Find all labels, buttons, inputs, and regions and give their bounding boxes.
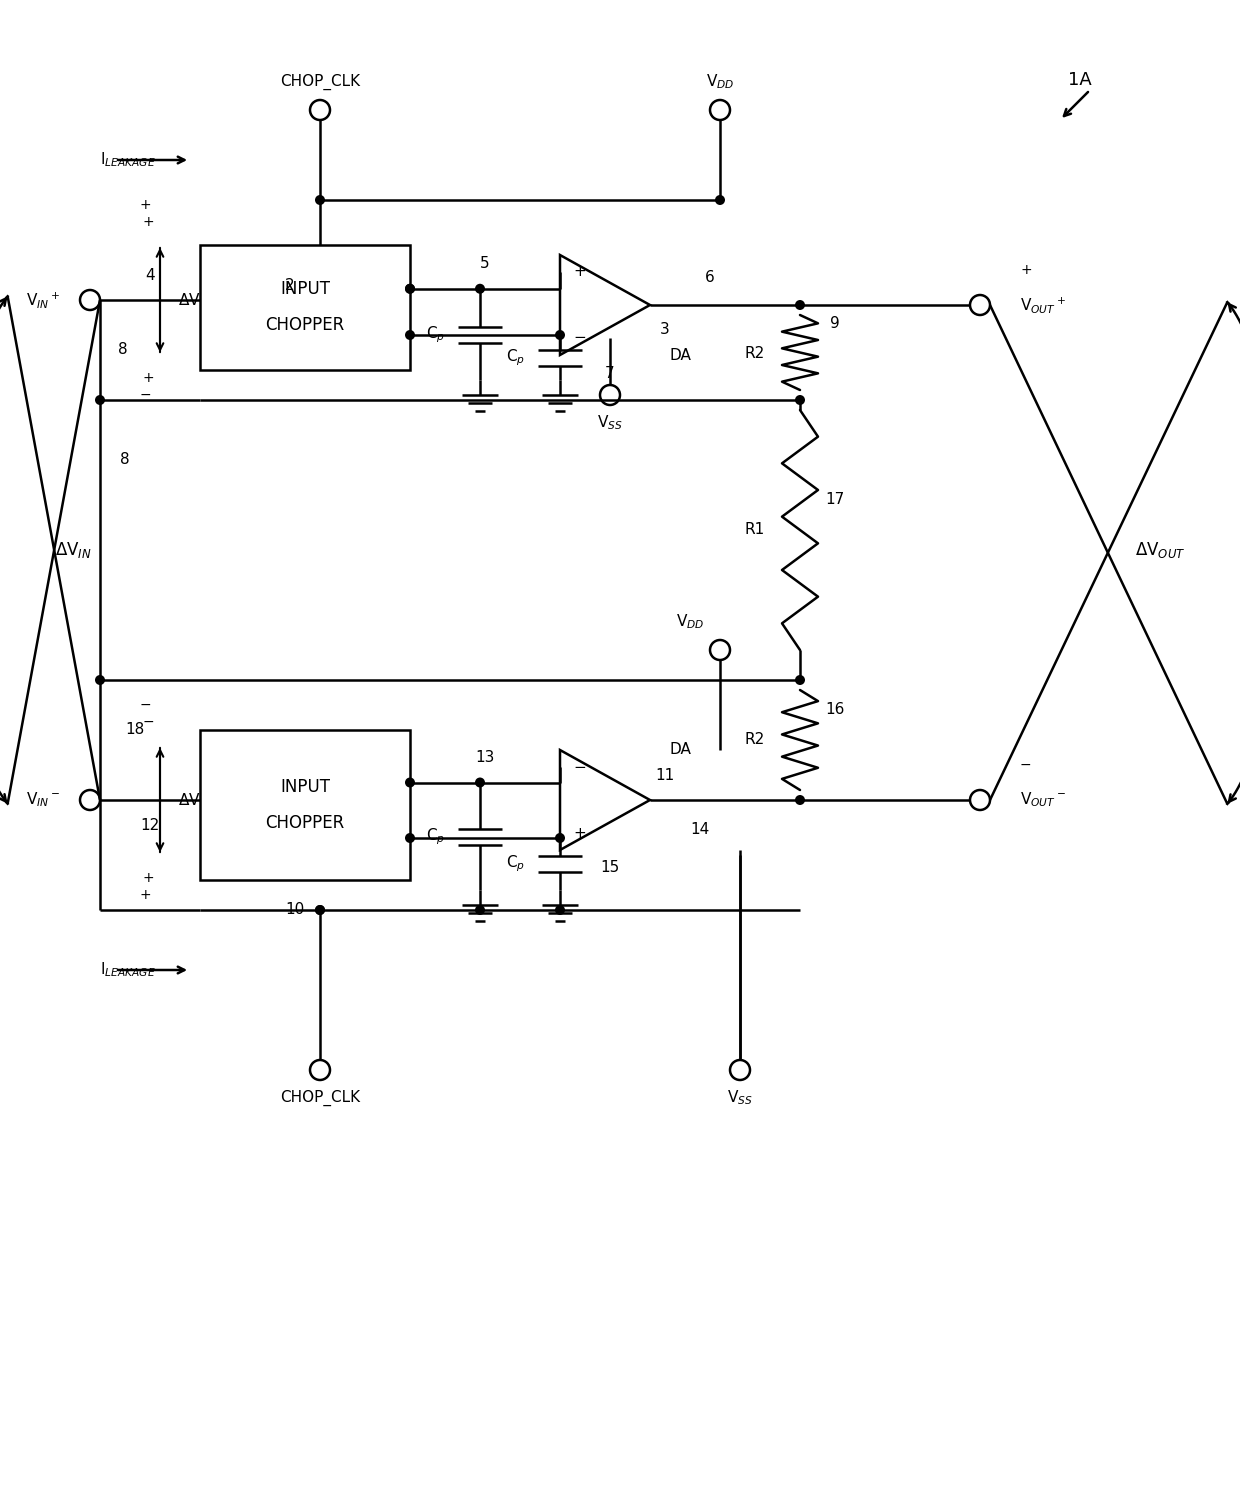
Circle shape [795,675,805,686]
Text: −: − [1021,758,1032,772]
Text: CHOPPER: CHOPPER [265,316,345,334]
Text: CHOP_CLK: CHOP_CLK [280,1090,360,1106]
Circle shape [475,284,485,294]
Circle shape [475,777,485,788]
Text: −: − [143,716,154,729]
Text: C$_p$: C$_p$ [506,853,525,874]
Text: +: + [143,214,154,230]
Text: 13: 13 [475,750,495,765]
Text: +: + [143,370,154,386]
Text: 5: 5 [480,256,490,272]
Text: +: + [574,825,587,840]
Text: R1: R1 [745,522,765,537]
Text: −: − [139,698,151,712]
Text: 4: 4 [145,267,155,282]
Text: INPUT: INPUT [280,280,330,298]
Text: I$_{LEAKAGE}$: I$_{LEAKAGE}$ [100,960,156,980]
Text: CHOP_CLK: CHOP_CLK [280,74,360,90]
Text: 3: 3 [660,322,670,338]
Text: V$_{IN}$$^-$: V$_{IN}$$^-$ [26,790,60,810]
Circle shape [315,904,325,915]
Circle shape [795,394,805,405]
Text: C$_p$: C$_p$ [506,348,525,369]
Text: 8: 8 [118,342,128,357]
Text: 8: 8 [120,453,130,468]
Text: $\Delta$V: $\Delta$V [179,792,201,808]
Text: +: + [574,264,587,279]
Text: $\Delta$V$_{OUT}$: $\Delta$V$_{OUT}$ [1135,540,1185,560]
Text: +: + [139,888,151,902]
Text: 6: 6 [706,270,715,285]
Circle shape [315,904,325,915]
Text: V$_{DD}$: V$_{DD}$ [706,72,734,92]
Text: +: + [139,198,151,211]
Text: V$_{SS}$: V$_{SS}$ [598,414,622,432]
Text: I$_{LEAKAGE}$: I$_{LEAKAGE}$ [100,150,156,170]
Text: 17: 17 [826,492,844,507]
Text: 12: 12 [140,818,160,833]
Text: 14: 14 [691,822,709,837]
Text: R2: R2 [745,345,765,360]
Bar [200,244,410,370]
Bar [200,730,410,880]
Text: DA: DA [670,348,691,363]
Text: 16: 16 [826,702,844,717]
Circle shape [95,675,105,686]
Text: −: − [574,759,587,774]
Text: 15: 15 [600,861,620,876]
Text: 2: 2 [285,278,295,292]
Circle shape [715,195,725,206]
Text: −: − [574,330,587,345]
Circle shape [475,904,485,915]
Circle shape [405,833,415,843]
Circle shape [556,833,565,843]
Text: C$_p$: C$_p$ [427,324,445,345]
Text: $\Delta$V: $\Delta$V [179,292,201,308]
Circle shape [405,777,415,788]
Text: +: + [143,871,154,885]
Text: INPUT: INPUT [280,778,330,796]
Text: 11: 11 [656,768,675,783]
Text: CHOPPER: CHOPPER [265,815,345,833]
Text: V$_{SS}$: V$_{SS}$ [727,1089,753,1107]
Circle shape [405,284,415,294]
Circle shape [405,284,415,294]
Text: 7: 7 [605,366,615,381]
Circle shape [405,330,415,340]
Text: 18: 18 [125,723,144,738]
Circle shape [795,795,805,806]
Circle shape [556,330,565,340]
Circle shape [95,394,105,405]
Text: R2: R2 [745,732,765,747]
Text: V$_{IN}$$^+$: V$_{IN}$$^+$ [26,290,60,310]
Text: V$_{OUT}$$^+$: V$_{OUT}$$^+$ [1021,296,1065,315]
Text: 1A: 1A [1068,70,1092,88]
Text: DA: DA [670,742,691,758]
Circle shape [556,904,565,915]
Text: 9: 9 [830,315,839,330]
Text: C$_p$: C$_p$ [427,827,445,848]
Circle shape [795,300,805,310]
Text: $\Delta$V$_{IN}$: $\Delta$V$_{IN}$ [55,540,92,560]
Text: 10: 10 [285,903,305,918]
Text: V$_{DD}$: V$_{DD}$ [676,612,704,632]
Text: −: − [139,388,151,402]
Text: +: + [1021,262,1032,278]
Text: V$_{OUT}$$^-$: V$_{OUT}$$^-$ [1021,790,1066,810]
Circle shape [315,195,325,206]
